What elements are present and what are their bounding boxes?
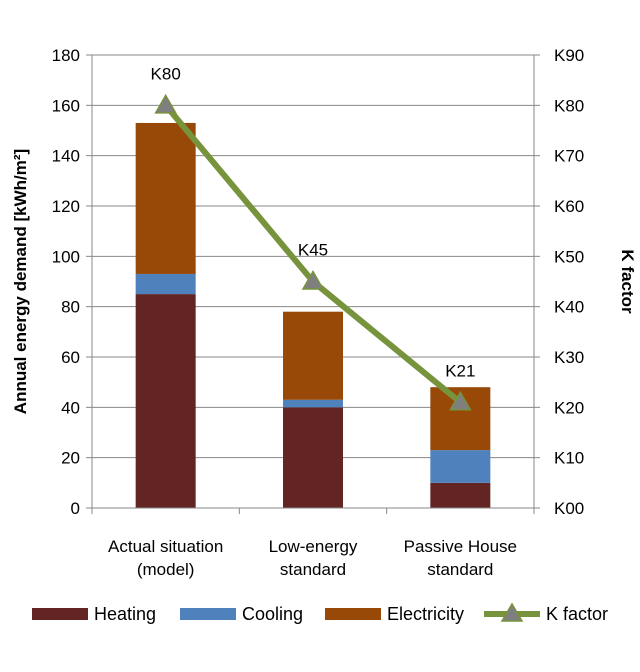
y2-tick-label: K50 xyxy=(554,247,584,266)
legend-swatch-electricity xyxy=(325,608,381,620)
bar-heating-2 xyxy=(283,407,343,508)
bar-heating-1 xyxy=(135,294,196,508)
legend-marker-k-factor xyxy=(500,602,524,622)
x-tick-label: Passive House xyxy=(404,537,517,556)
axes xyxy=(86,54,540,514)
y2-tick-label: K90 xyxy=(554,46,584,65)
legend-label-heating: Heating xyxy=(94,604,156,624)
x-tick-label: standard xyxy=(280,560,346,579)
y2-tick-label: K10 xyxy=(554,449,584,468)
y-tick-label: 160 xyxy=(52,96,80,115)
x-tick-label: Actual situation xyxy=(108,537,223,556)
y2-tick-label: K80 xyxy=(554,96,584,115)
k-factor-marker xyxy=(449,390,472,411)
bar-cooling-2 xyxy=(283,399,343,408)
y2-tick-label: K40 xyxy=(554,298,584,317)
tick-labels: 0 20 40 60 80 100 120 140 160 180 K00 K10 K20 K30 K40 K… xyxy=(52,46,585,579)
y-tick-label: 80 xyxy=(61,298,80,317)
y-tick-label: 180 xyxy=(52,46,80,65)
legend: Heating Cooling Electricity K factor xyxy=(32,602,608,624)
bar-electricity-1 xyxy=(135,122,196,274)
y2-tick-label: K00 xyxy=(554,499,584,518)
k-factor-line: K80 K45 K21 xyxy=(151,64,475,411)
x-tick-label: standard xyxy=(427,560,493,579)
legend-label-k-factor: K factor xyxy=(546,604,608,624)
legend-swatch-cooling xyxy=(180,608,236,620)
y2-tick-label: K20 xyxy=(554,398,584,417)
y2-tick-label: K60 xyxy=(554,197,584,216)
y2-tick-label: K30 xyxy=(554,348,584,367)
y-tick-label: 120 xyxy=(52,197,80,216)
legend-label-electricity: Electricity xyxy=(387,604,464,624)
y2-axis-title: K factor xyxy=(618,249,637,314)
y-tick-label: 0 xyxy=(71,499,80,518)
y-tick-label: 140 xyxy=(52,147,80,166)
legend-swatch-heating xyxy=(32,608,88,620)
k-factor-data-label: K45 xyxy=(298,241,328,260)
k-factor-marker xyxy=(301,269,325,290)
bar-electricity-2 xyxy=(283,311,343,400)
bar-cooling-3 xyxy=(430,450,491,483)
k-factor-data-label: K21 xyxy=(445,361,475,380)
bars xyxy=(135,122,491,508)
y-tick-label: 40 xyxy=(61,398,80,417)
bar-cooling-1 xyxy=(135,273,196,295)
y-axis-title: Annual energy demand [kWh/m²] xyxy=(11,149,30,414)
k-factor-data-label: K80 xyxy=(151,64,181,83)
bar-heating-3 xyxy=(430,482,491,508)
x-tick-label: Low-energy xyxy=(269,537,358,556)
x-tick-label: (model) xyxy=(137,560,195,579)
k-factor-marker xyxy=(154,93,177,114)
y2-tick-label: K70 xyxy=(554,147,584,166)
y-tick-label: 20 xyxy=(61,449,80,468)
y-tick-label: 60 xyxy=(61,348,80,367)
y-tick-label: 100 xyxy=(52,247,80,266)
legend-label-cooling: Cooling xyxy=(242,604,303,624)
